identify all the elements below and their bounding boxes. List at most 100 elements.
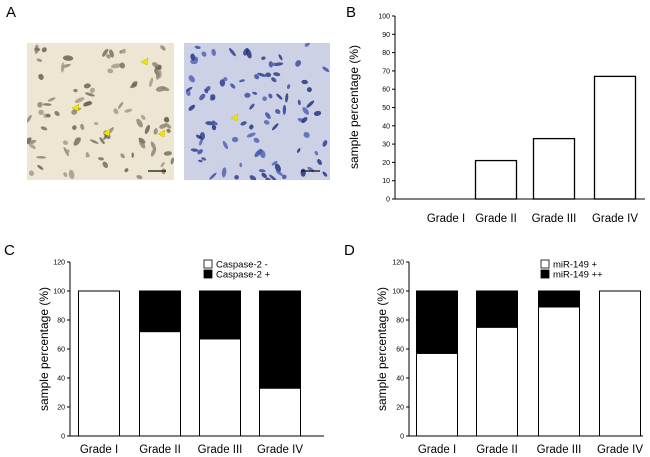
bar: [474, 159, 518, 200]
bar-upper-segment: [416, 290, 458, 354]
nucleus: [54, 110, 60, 117]
nucleus: [99, 137, 105, 145]
nucleus: [28, 143, 36, 150]
y-tick-label: 80: [382, 50, 390, 57]
micrograph-mir-149-stain: [184, 43, 330, 180]
nucleus: [83, 83, 91, 89]
nucleus: [152, 62, 159, 68]
nucleus: [144, 124, 151, 135]
nucleus: [219, 79, 226, 87]
y-tick-label: 50: [382, 105, 390, 112]
arrow-marker: [71, 103, 80, 112]
nucleus: [63, 172, 68, 178]
nucleus: [276, 170, 283, 176]
y-tick-label: 80: [396, 318, 404, 325]
nucleus: [60, 62, 65, 73]
nucleus: [89, 139, 99, 144]
nucleus: [121, 48, 126, 54]
nucleus: [41, 47, 47, 53]
nucleus: [46, 113, 51, 118]
nucleus: [300, 168, 306, 177]
category-label: Grade II: [139, 444, 181, 456]
nucleus: [111, 63, 122, 69]
nucleus: [261, 56, 266, 60]
nucleus: [273, 72, 281, 77]
nucleus: [150, 141, 157, 151]
nucleus: [269, 174, 278, 180]
y-tick-label: 60: [57, 347, 65, 354]
nucleus: [74, 97, 85, 104]
y-tick-label: 0: [61, 434, 65, 441]
nucleus: [257, 72, 266, 77]
category-label: Grade I: [418, 444, 456, 456]
nucleus: [153, 128, 158, 135]
nucleus: [317, 158, 322, 166]
nucleus: [71, 109, 78, 115]
nucleus: [166, 128, 171, 133]
nucleus: [261, 172, 267, 178]
nucleus: [194, 56, 199, 62]
nucleus: [28, 170, 35, 176]
nucleus: [188, 104, 196, 111]
y-tick-label: 30: [382, 142, 390, 149]
nucleus: [285, 93, 289, 103]
nucleus: [62, 140, 69, 145]
legend-label: miR-149 +: [553, 260, 598, 271]
nucleus: [106, 54, 111, 59]
bar-lower-segment: [139, 331, 181, 437]
nucleus: [239, 162, 243, 168]
nucleus: [296, 148, 301, 153]
nucleus: [297, 99, 301, 106]
nucleus: [271, 77, 277, 83]
nucleus: [159, 123, 167, 129]
arrow-marker: [102, 128, 111, 137]
legend-label: miR-149 ++: [553, 270, 603, 281]
y-tick-label: 20: [57, 405, 65, 412]
legend-swatch: [203, 259, 213, 269]
nucleus: [265, 72, 272, 78]
nucleus: [268, 61, 274, 68]
bar-lower-segment: [538, 306, 580, 437]
bar-upper-segment: [259, 290, 301, 389]
nucleus: [119, 49, 123, 54]
nucleus: [245, 48, 252, 59]
nucleus: [197, 149, 203, 155]
bar: [532, 137, 576, 200]
nucleus: [131, 152, 134, 158]
nucleus: [212, 120, 218, 126]
y-axis-title: sample percentage (%): [375, 287, 389, 411]
legend-swatch: [540, 269, 550, 279]
category-label: Grade I: [427, 213, 465, 225]
nucleus: [204, 88, 209, 94]
nucleus: [72, 125, 77, 130]
y-tick-label: 70: [382, 68, 390, 75]
nucleus: [40, 126, 48, 131]
nucleus: [194, 45, 201, 50]
nucleus: [36, 155, 47, 159]
bar-lower-segment: [259, 387, 301, 437]
nucleus: [195, 134, 203, 140]
y-tick-label: 0: [400, 434, 404, 441]
nucleus: [306, 100, 315, 108]
nucleus: [201, 157, 207, 161]
nucleus: [249, 124, 254, 130]
arrow-marker: [140, 57, 149, 66]
nucleus: [271, 160, 278, 166]
panel-letter-a: A: [6, 4, 16, 21]
nucleus: [304, 43, 311, 47]
bar-lower-segment: [476, 326, 518, 437]
category-label: Grade III: [532, 213, 577, 225]
y-tick-label: 90: [382, 32, 390, 39]
nucleus: [271, 123, 279, 131]
nucleus: [249, 103, 255, 110]
nucleus: [222, 140, 229, 150]
nucleus: [109, 49, 114, 58]
category-label: Grade I: [80, 444, 118, 456]
nucleus: [221, 167, 227, 178]
bar-upper-segment: [199, 290, 241, 340]
y-tick-label: 80: [57, 318, 65, 325]
nucleus: [238, 79, 246, 83]
nucleus: [306, 87, 312, 93]
nucleus: [231, 136, 239, 143]
micrograph-caspase-2-stain: [27, 43, 174, 180]
